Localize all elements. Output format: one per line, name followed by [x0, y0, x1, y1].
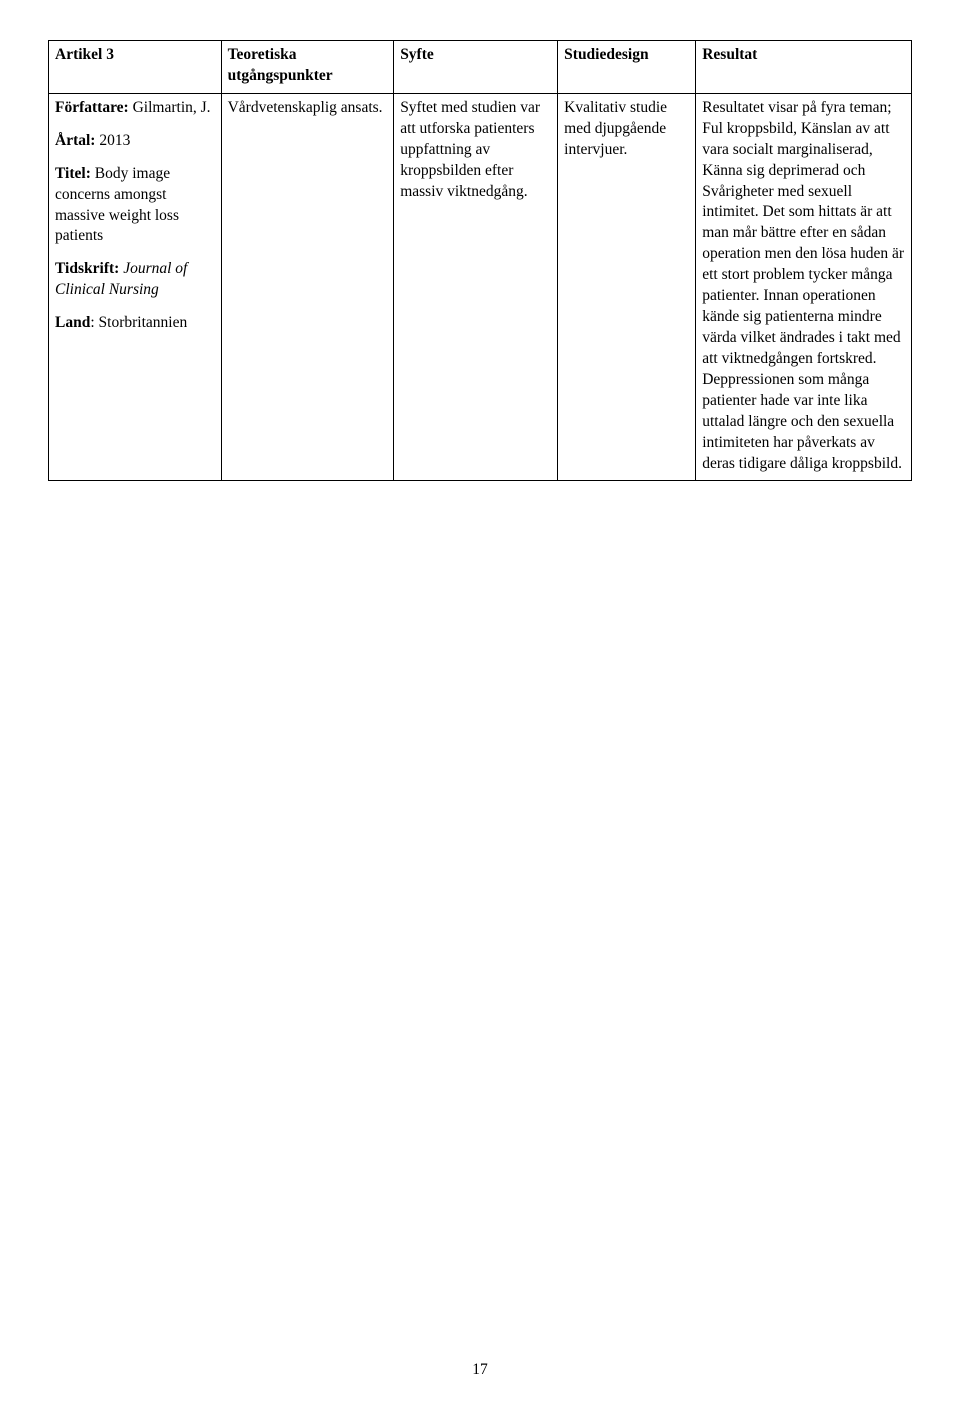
author-label: Författare: [55, 99, 129, 116]
year-value: 2013 [99, 132, 130, 149]
cell-result: Resultatet visar på fyra teman; Ful krop… [696, 93, 912, 481]
header-purpose-text: Syfte [400, 46, 434, 63]
country-value: Storbritannien [99, 314, 188, 331]
cell-design: Kvalitativ studie med djupgående intervj… [558, 93, 696, 481]
header-cell-theory: Teoretiska utgångspunkter [221, 41, 394, 94]
table-body-row: Författare: Gilmartin, J. Årtal: 2013 Ti… [49, 93, 912, 481]
header-cell-design: Studiedesign [558, 41, 696, 94]
header-cell-result: Resultat [696, 41, 912, 94]
header-article-text: Artikel 3 [55, 46, 114, 63]
table-header-row: Artikel 3 Teoretiska utgångspunkter Syft… [49, 41, 912, 94]
header-result-text: Resultat [702, 46, 757, 63]
cell-article-meta: Författare: Gilmartin, J. Årtal: 2013 Ti… [49, 93, 222, 481]
article-table: Artikel 3 Teoretiska utgångspunkter Syft… [48, 40, 912, 481]
title-label: Titel: [55, 165, 91, 182]
purpose-text: Syftet med studien var att utforska pati… [400, 99, 540, 200]
year-label: Årtal: [55, 132, 95, 149]
result-text: Resultatet visar på fyra teman; Ful krop… [702, 99, 904, 472]
design-text: Kvalitativ studie med djupgående intervj… [564, 99, 667, 158]
header-theory-text: Teoretiska utgångspunkter [228, 46, 333, 84]
journal-label: Tidskrift: [55, 260, 119, 277]
country-colon: : [90, 314, 94, 331]
cell-purpose: Syftet med studien var att utforska pati… [394, 93, 558, 481]
header-design-text: Studiedesign [564, 46, 648, 63]
cell-theory: Vårdvetenskaplig ansats. [221, 93, 394, 481]
header-cell-article: Artikel 3 [49, 41, 222, 94]
header-cell-purpose: Syfte [394, 41, 558, 94]
theory-text: Vårdvetenskaplig ansats. [228, 99, 383, 116]
country-label: Land [55, 314, 90, 331]
page-number: 17 [0, 1360, 960, 1381]
author-value: Gilmartin, J. [133, 99, 211, 116]
